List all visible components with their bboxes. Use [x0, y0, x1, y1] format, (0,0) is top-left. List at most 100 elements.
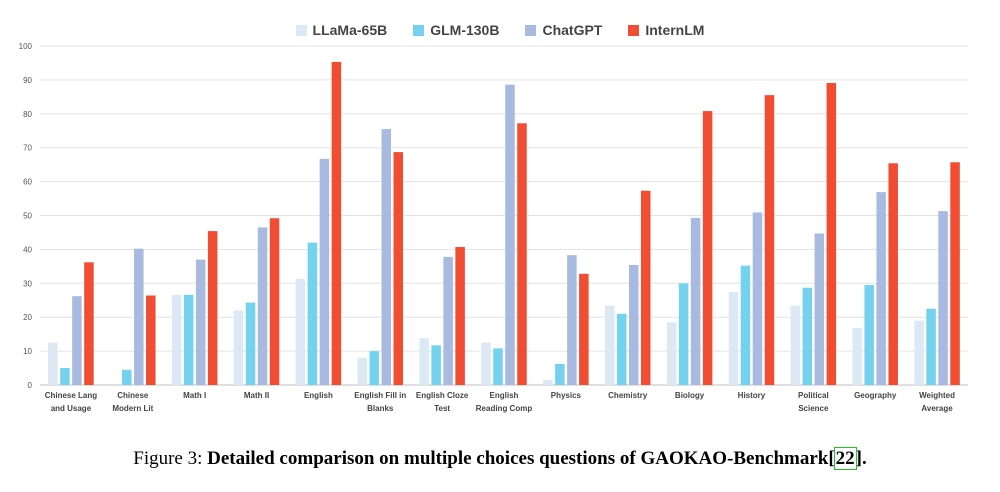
bar-internlm: [207, 231, 218, 385]
bar-chatgpt: [814, 233, 825, 385]
caption-text: Detailed comparison on multiple choices …: [207, 448, 829, 469]
bar-llama-65b: [728, 292, 739, 385]
y-axis: 0 10 20 30 40 50 60 70 80 90 100: [19, 42, 33, 390]
bar-glm-130b: [678, 283, 689, 385]
legend-label: LLaMa-65B: [312, 22, 388, 38]
bar-chart: 0 10 20 30 40 50 60 70 80 90 100 Chinese Lang and U…: [19, 42, 968, 413]
x-tick-label: Chemistry: [608, 391, 648, 400]
x-tick-label: Blanks: [367, 404, 394, 413]
x-tick-label: Political: [798, 391, 829, 400]
y-tick-label: 50: [23, 212, 32, 221]
bar-chatgpt: [752, 212, 763, 385]
bar-llama-65b: [48, 342, 58, 385]
bar-glm-130b: [369, 351, 380, 385]
citation[interactable]: [22]: [828, 447, 862, 470]
legend-item: InternLM: [628, 22, 704, 38]
caption-label: Figure 3:: [133, 448, 208, 469]
legend-swatch: [413, 24, 425, 36]
legend-swatch: [295, 24, 307, 36]
bar-llama-65b: [914, 320, 924, 385]
bar-internlm: [517, 123, 527, 386]
bar-llama-65b: [233, 310, 244, 385]
bar-llama-65b: [357, 357, 368, 385]
bar-llama-65b: [852, 328, 862, 385]
bar-llama-65b: [171, 294, 182, 385]
legend-item: ChatGPT: [525, 22, 602, 38]
bar-chatgpt: [443, 256, 453, 385]
bar-chatgpt: [567, 255, 577, 385]
bar-llama-65b: [604, 305, 615, 385]
bar-glm-130b: [740, 265, 751, 385]
x-tick-label: Reading Comp: [476, 404, 533, 413]
x-tick-label: Chinese Lang: [45, 391, 98, 400]
bar-chatgpt: [134, 248, 144, 385]
bar-glm-130b: [307, 242, 318, 385]
x-tick-label: Biology: [675, 391, 705, 400]
y-tick-label: 70: [23, 144, 32, 153]
bar-chatgpt: [257, 227, 268, 385]
legend-swatch: [628, 24, 640, 36]
bar-glm-130b: [864, 284, 874, 385]
bar-glm-130b: [802, 287, 813, 385]
bar-internlm: [331, 61, 342, 386]
bar-glm-130b: [431, 345, 441, 385]
x-tick-label: Average: [921, 404, 953, 413]
bars: [48, 61, 960, 386]
citation-number[interactable]: 22: [833, 447, 857, 470]
bar-glm-130b: [245, 302, 256, 385]
bar-chatgpt: [690, 217, 701, 385]
bar-chatgpt: [628, 264, 639, 385]
x-tick-label: Math II: [244, 391, 269, 400]
bar-llama-65b: [666, 322, 677, 385]
bar-llama-65b: [543, 379, 553, 385]
bar-chatgpt: [381, 129, 392, 385]
x-tick-label: and Usage: [51, 404, 92, 413]
bar-chatgpt: [938, 211, 948, 385]
x-tick-label: English: [304, 391, 333, 400]
x-tick-label: Chinese: [117, 391, 149, 400]
legend-label: GLM-130B: [430, 22, 500, 38]
bar-internlm: [269, 218, 280, 385]
bar-internlm: [950, 162, 960, 385]
x-tick-label: Modern Lit: [112, 404, 153, 413]
y-tick-label: 80: [23, 110, 32, 119]
bar-internlm: [702, 111, 713, 385]
bar-chatgpt: [319, 158, 330, 385]
x-axis: Chinese Lang and Usage Chinese Modern Lit Ma…: [45, 391, 955, 413]
bar-internlm: [764, 95, 775, 385]
y-tick-label: 20: [23, 313, 32, 322]
bar-glm-130b: [122, 369, 132, 385]
bar-glm-130b: [60, 368, 70, 385]
y-tick-label: 100: [19, 42, 33, 51]
y-tick-label: 30: [23, 279, 32, 288]
bar-internlm: [84, 262, 94, 385]
figure-caption: Figure 3: Detailed comparison on multipl…: [133, 447, 867, 470]
bar-internlm: [888, 163, 898, 385]
y-tick-label: 60: [23, 178, 32, 187]
x-tick-label: English: [490, 391, 519, 400]
bar-internlm: [146, 295, 156, 385]
legend-item: GLM-130B: [413, 22, 499, 38]
y-tick-label: 40: [23, 245, 32, 254]
bar-llama-65b: [419, 338, 429, 385]
x-tick-label: Weighted: [919, 391, 955, 400]
bar-internlm: [579, 273, 589, 385]
x-tick-label: History: [738, 391, 766, 400]
bar-internlm: [640, 190, 651, 385]
x-tick-label: English Fill in: [354, 391, 406, 400]
bar-internlm: [455, 247, 465, 385]
y-tick-label: 10: [23, 347, 32, 356]
bar-glm-130b: [555, 363, 565, 385]
bar-internlm: [393, 152, 404, 385]
bar-glm-130b: [926, 308, 936, 385]
bar-llama-65b: [481, 342, 491, 385]
bar-chatgpt: [72, 296, 82, 385]
x-tick-label: Math I: [183, 391, 206, 400]
bar-glm-130b: [616, 313, 627, 385]
legend-item: LLaMa-65B: [295, 22, 388, 38]
x-tick-label: English Cloze: [416, 391, 469, 400]
legend: LLaMa-65B GLM-130B ChatGPT InternLM: [0, 22, 1000, 38]
legend-label: ChatGPT: [542, 22, 603, 38]
y-tick-label: 0: [28, 381, 33, 390]
gridlines: [40, 45, 968, 386]
